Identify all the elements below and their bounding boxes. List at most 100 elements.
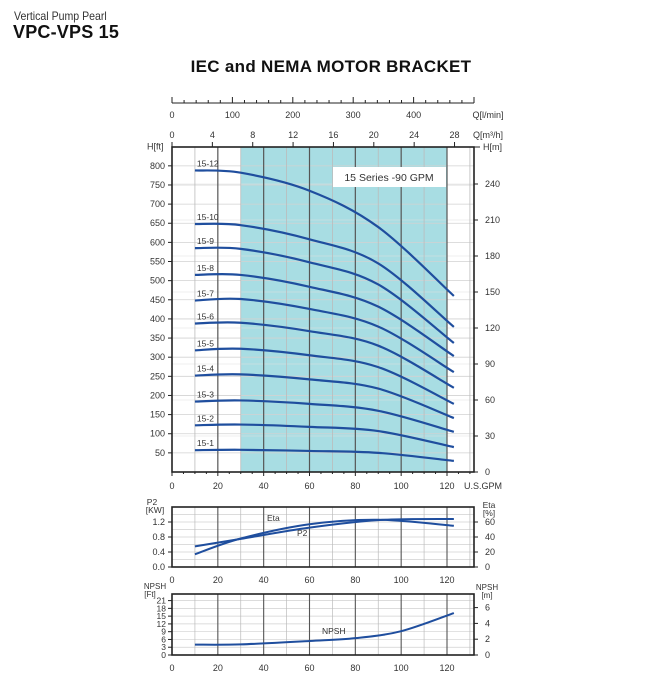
page-title: IEC and NEMA MOTOR BRACKET: [190, 57, 472, 76]
npsh-m-axis-label: NPSH: [476, 583, 498, 592]
npsh-ft-tick-label: 15: [157, 611, 167, 621]
npsh-m-tick-label: 2: [485, 634, 490, 644]
p2-unit-label: [KW]: [146, 505, 164, 515]
npsh-ft-tick-label: 6: [161, 634, 166, 644]
curve-eta: [194, 518, 454, 556]
gpm-tick-label: 100: [394, 481, 409, 491]
curve-label: 15-12: [197, 158, 219, 168]
ft-tick-label: 300: [150, 352, 165, 362]
pump-curve-15-12: [194, 169, 455, 297]
p2-tick-label: 0.0: [152, 562, 165, 572]
m3h-tick-label: 4: [210, 130, 215, 140]
ft-tick-label: 700: [150, 199, 165, 209]
eta-axis-label: Eta: [483, 500, 496, 510]
ft-tick-label: 500: [150, 276, 165, 286]
ft-tick-label: 650: [150, 218, 165, 228]
lmin-tick-label: 0: [169, 110, 174, 120]
gpm-tick-label: 20: [213, 663, 223, 673]
ft-tick-label: 750: [150, 180, 165, 190]
operating-range-shade: [240, 147, 447, 472]
gpm-tick-label: 80: [350, 481, 360, 491]
npsh-ft-axis-label: NPSH: [144, 582, 166, 591]
npsh-m-tick-label: 0: [485, 650, 490, 660]
gpm-tick-label: 60: [304, 663, 314, 673]
gpm-tick-label: 60: [304, 481, 314, 491]
product-subtitle: Vertical Pump Pearl: [14, 9, 107, 23]
curve-npsh: [194, 612, 455, 646]
ft-tick-label: 350: [150, 333, 165, 343]
m-tick-label: 120: [485, 323, 500, 333]
npsh-m-tick-label: 6: [485, 603, 490, 613]
p2-curve-label: P2: [297, 528, 308, 538]
lmin-tick-label: 100: [225, 110, 240, 120]
m-tick-label: 180: [485, 251, 500, 261]
gpm-tick-label: 120: [439, 481, 454, 491]
p2-tick-label: 0.4: [152, 547, 165, 557]
curve-label: 15-1: [197, 438, 214, 448]
lmin-axis-label: Q[l/min]: [472, 110, 503, 120]
lmin-tick-label: 400: [406, 110, 421, 120]
gpm-tick-label: 80: [350, 575, 360, 585]
m-tick-label: 30: [485, 431, 495, 441]
npsh-ft-tick-label: 12: [157, 619, 167, 629]
eta-tick-label: 40: [485, 532, 495, 542]
npsh-ft-tick-label: 9: [161, 627, 166, 637]
curve-label: 15-5: [197, 338, 214, 348]
p2-tick-label: 1.2: [152, 517, 165, 527]
gpm-tick-label: 100: [394, 575, 409, 585]
curve-label: 15-9: [197, 236, 214, 246]
pump-curve-15-3: [194, 399, 455, 433]
ft-tick-label: 150: [150, 410, 165, 420]
m3h-tick-label: 16: [328, 130, 338, 140]
m3h-tick-label: 24: [409, 130, 419, 140]
gpm-tick-label: 80: [350, 663, 360, 673]
curve-label: 15-6: [197, 312, 214, 322]
m-axis-label: H[m]: [483, 142, 502, 152]
eta-unit-label: [%]: [483, 508, 495, 518]
product-model: VPC-VPS 15: [13, 22, 120, 42]
gpm-tick-label: 40: [259, 663, 269, 673]
gpm-tick-label: 40: [259, 481, 269, 491]
gpm-tick-label: 0: [169, 575, 174, 585]
ft-tick-label: 600: [150, 237, 165, 247]
m3h-tick-label: 12: [288, 130, 298, 140]
gpm-tick-label: 120: [439, 663, 454, 673]
gpm-tick-label: 20: [213, 575, 223, 585]
pump-curve-15-2: [194, 423, 455, 449]
curve-label: 15-7: [197, 289, 214, 299]
m3h-axis-label: Q[m³/h]: [473, 130, 503, 140]
gpm-tick-label: 120: [439, 575, 454, 585]
gpm-axis-label: U.S.GPM: [464, 481, 502, 491]
gpm-tick-label: 40: [259, 575, 269, 585]
m-tick-label: 240: [485, 179, 500, 189]
eta-curve-label: Eta: [267, 513, 280, 523]
npsh-ft-tick-label: 0: [161, 650, 166, 660]
pump-curve-15-5: [194, 347, 455, 405]
m-tick-label: 150: [485, 287, 500, 297]
lmin-tick-label: 300: [346, 110, 361, 120]
ft-tick-label: 250: [150, 371, 165, 381]
m3h-tick-label: 8: [250, 130, 255, 140]
pump-curve-15-7: [194, 297, 455, 374]
npsh-ft-tick-label: 21: [157, 596, 167, 606]
pump-curve-15-9: [194, 246, 455, 344]
lmin-tick-label: 200: [285, 110, 300, 120]
gpm-tick-label: 0: [169, 481, 174, 491]
npsh-ft-unit-label: [Ft]: [144, 590, 156, 599]
m3h-tick-label: 20: [369, 130, 379, 140]
m-tick-label: 0: [485, 467, 490, 477]
pump-curve-15-6: [194, 321, 455, 389]
m-tick-label: 90: [485, 359, 495, 369]
m3h-tick-label: 28: [450, 130, 460, 140]
m3h-tick-label: 0: [169, 130, 174, 140]
m-tick-label: 210: [485, 215, 500, 225]
ft-tick-label: 200: [150, 390, 165, 400]
gpm-tick-label: 0: [169, 663, 174, 673]
ft-tick-label: 550: [150, 257, 165, 267]
ft-tick-label: 50: [155, 448, 165, 458]
curve-p2: [194, 518, 454, 548]
pump-curve-15-8: [194, 272, 455, 357]
